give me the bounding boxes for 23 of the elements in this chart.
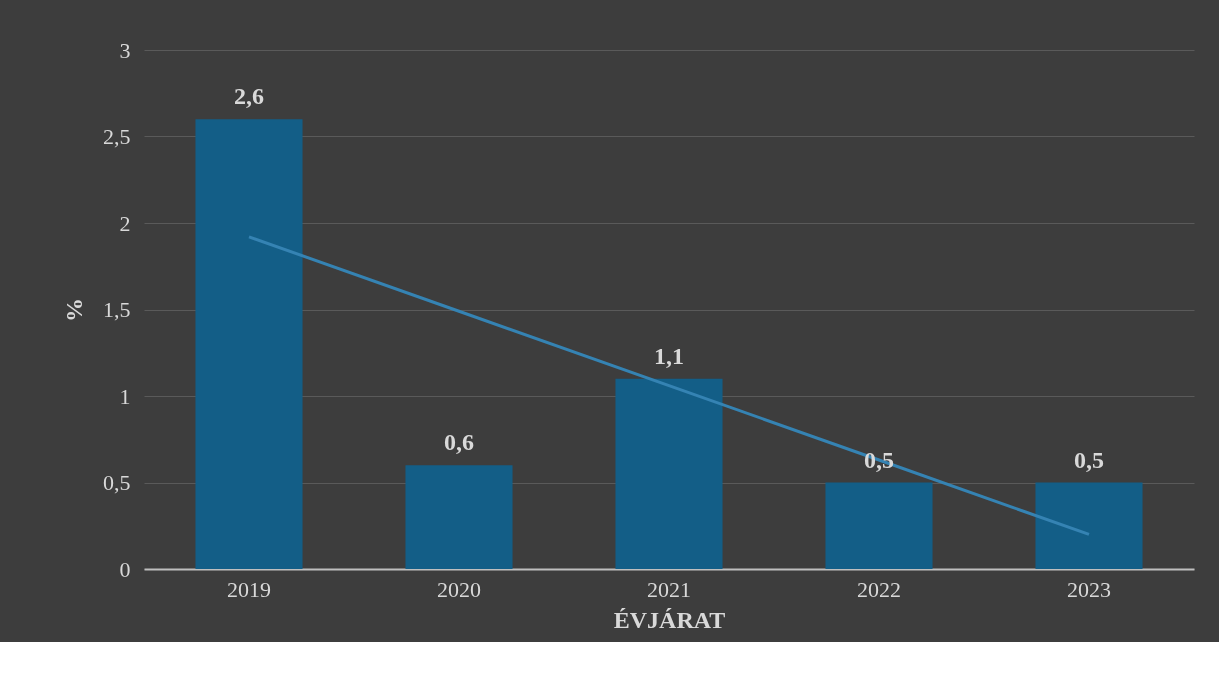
x-tick-label: 2023: [1067, 576, 1111, 602]
bar: [405, 465, 513, 569]
y-tick-label: 2: [119, 210, 131, 236]
x-axis-title: ÉVJÁRAT: [613, 606, 726, 633]
bar: [615, 378, 723, 569]
data-label: 2,6: [234, 83, 264, 110]
data-label: 0,6: [444, 429, 474, 456]
bar: [825, 482, 933, 569]
bar: [1035, 482, 1143, 569]
data-label: 0,5: [1074, 446, 1104, 473]
y-tick-label: 0: [119, 556, 131, 582]
y-tick-label: 3: [119, 37, 131, 63]
x-tick-label: 2020: [437, 576, 481, 602]
x-tick-label: 2022: [857, 576, 901, 602]
data-label: 1,1: [654, 342, 684, 369]
x-tick-label: 2021: [647, 576, 691, 602]
y-tick-label: 2,5: [103, 124, 131, 149]
y-tick-label: 0,5: [103, 470, 131, 495]
bar: [195, 119, 303, 569]
y-tick-label: 1,5: [103, 297, 131, 322]
x-tick-label: 2019: [227, 576, 271, 602]
y-axis-title: %: [61, 298, 87, 322]
y-tick-label: 1: [119, 383, 131, 409]
